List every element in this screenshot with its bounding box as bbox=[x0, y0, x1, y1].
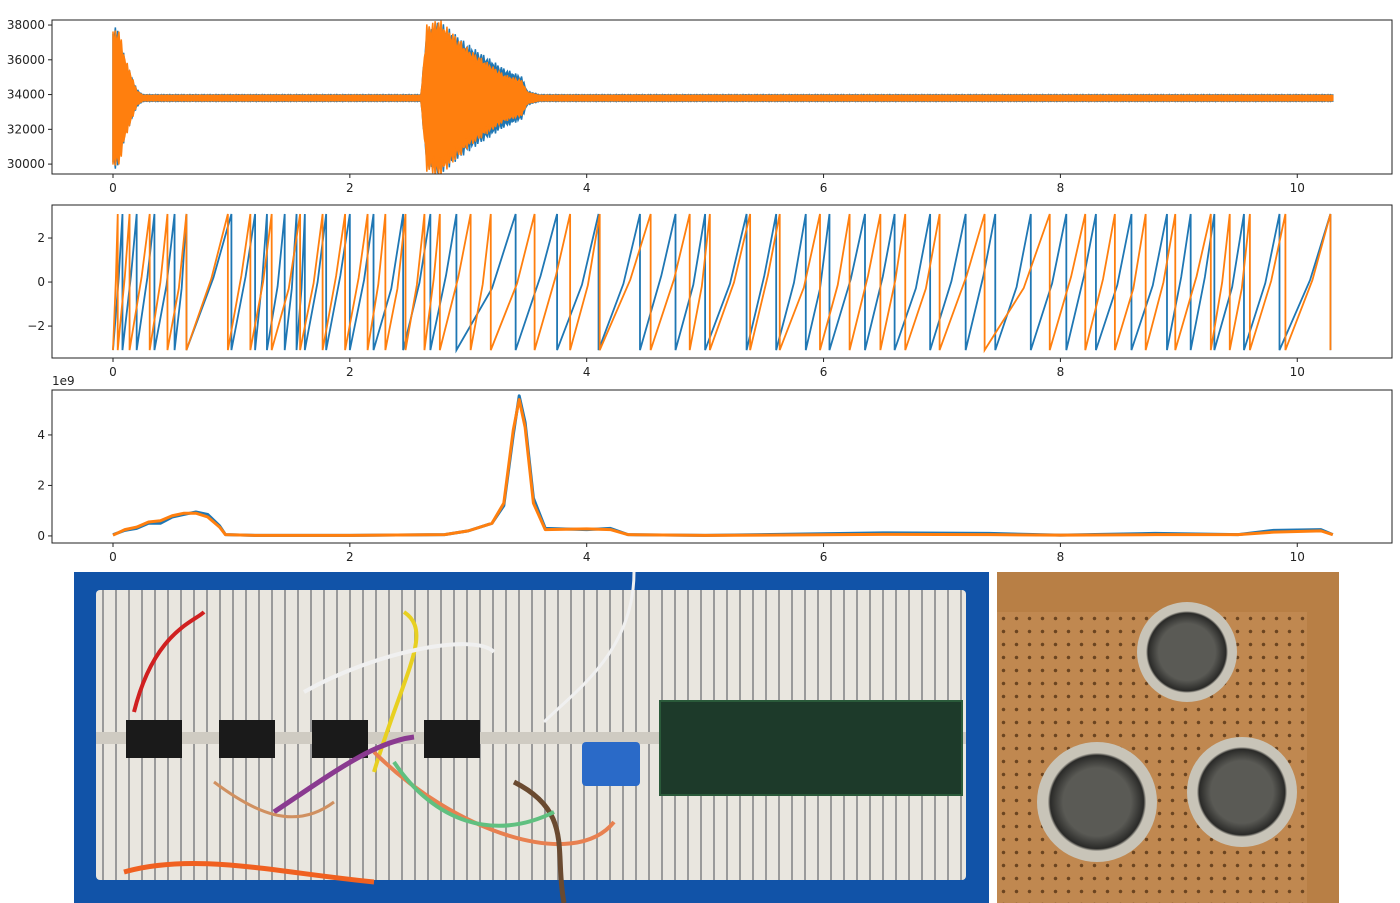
ultrasonic-transducer bbox=[1037, 742, 1157, 862]
series-2-phase bbox=[112, 213, 1332, 354]
x-tick-label: 6 bbox=[820, 181, 828, 195]
y-tick-label: 0 bbox=[37, 529, 45, 543]
plot-area bbox=[112, 20, 1334, 174]
y-offset-label: 1e9 bbox=[52, 374, 75, 388]
x-tick-label: 8 bbox=[1057, 181, 1065, 195]
y-tick-label: 32000 bbox=[7, 122, 45, 136]
x-tick-label: 6 bbox=[820, 550, 828, 564]
y-tick-label: 36000 bbox=[7, 53, 45, 67]
microcontroller-board bbox=[659, 700, 963, 796]
x-tick-label: 2 bbox=[346, 550, 354, 564]
y-tick-label: 38000 bbox=[7, 18, 45, 32]
axes-1: 0 2 4 6 8 10 30000 32000 34000 36000 38000 bbox=[7, 18, 1393, 195]
y-tick-label: 34000 bbox=[7, 88, 45, 102]
ultrasonic-transducer bbox=[1137, 602, 1237, 702]
series-1-energy bbox=[112, 394, 1334, 537]
series-2-energy bbox=[112, 398, 1334, 537]
y-tick-label: 4 bbox=[37, 428, 45, 442]
y-tick-label: 2 bbox=[37, 478, 45, 492]
x-tick-label: 10 bbox=[1290, 550, 1305, 564]
ic-chip bbox=[219, 720, 275, 758]
ic-chip bbox=[424, 720, 480, 758]
axes-frame bbox=[51, 389, 1393, 544]
y-tick-label: 0 bbox=[37, 275, 45, 289]
x-tick-label: 4 bbox=[583, 365, 591, 379]
wires bbox=[123, 572, 636, 903]
x-tick-label: 4 bbox=[583, 550, 591, 564]
x-tick-label: 2 bbox=[346, 181, 354, 195]
axes-3: 0 2 4 6 8 10 0 2 4 1e9 bbox=[37, 374, 1393, 564]
ic-chip bbox=[312, 720, 368, 758]
x-tick-label: 0 bbox=[109, 550, 117, 564]
axes-frame bbox=[51, 19, 1393, 175]
x-tick-label: 4 bbox=[583, 181, 591, 195]
series-1-phase bbox=[112, 213, 1332, 354]
y-tick-label: 2 bbox=[37, 231, 45, 245]
y-tick-label: 30000 bbox=[7, 157, 45, 171]
breadboard-photo bbox=[74, 572, 989, 903]
x-tick-label: 10 bbox=[1290, 181, 1305, 195]
x-tick-label: 10 bbox=[1290, 365, 1305, 379]
x-tick-label: 8 bbox=[1057, 365, 1065, 379]
series-2-signal bbox=[112, 20, 1334, 174]
y-tick-label: −2 bbox=[27, 319, 45, 333]
axes-2: 0 2 4 6 8 10 −2 0 2 bbox=[27, 204, 1393, 379]
ultrasonic-sensor-photo bbox=[997, 572, 1339, 903]
x-tick-label: 6 bbox=[820, 365, 828, 379]
x-tick-label: 8 bbox=[1057, 550, 1065, 564]
plot-area bbox=[112, 213, 1332, 354]
ic-chip bbox=[126, 720, 182, 758]
x-tick-label: 0 bbox=[109, 181, 117, 195]
potentiometer bbox=[582, 742, 640, 786]
x-tick-label: 2 bbox=[346, 365, 354, 379]
axes-frame bbox=[51, 204, 1393, 359]
plot-area bbox=[112, 394, 1334, 537]
ultrasonic-transducer bbox=[1187, 737, 1297, 847]
x-tick-label: 0 bbox=[109, 365, 117, 379]
